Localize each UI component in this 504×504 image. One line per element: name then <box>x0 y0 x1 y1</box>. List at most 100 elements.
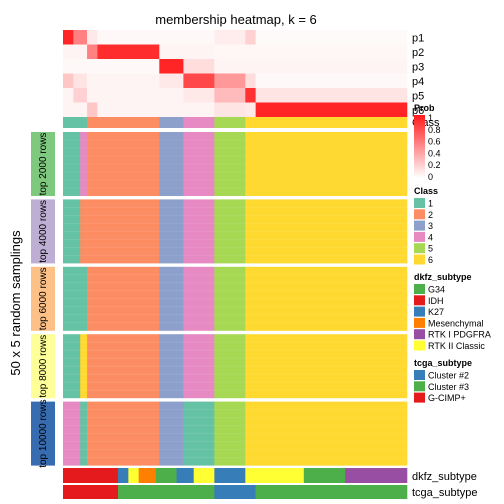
dkfz-legend-swatch <box>414 317 425 328</box>
prob-legend-tick: 0.4 <box>428 148 441 158</box>
tcga-legend-swatch <box>414 392 425 403</box>
class-legend-label: 4 <box>428 232 433 242</box>
dkfz-bar-segment <box>155 468 177 483</box>
tcga-legend-title: tcga_subtype <box>414 358 472 368</box>
prob-cell-p4 <box>159 73 184 89</box>
membership-cell <box>63 266 81 331</box>
prob-cell-p2 <box>159 44 215 60</box>
membership-cell <box>80 132 88 196</box>
prob-row-label: p4 <box>412 76 424 88</box>
prob-legend-title: Prob <box>414 103 435 113</box>
tcga-legend-label: Cluster #3 <box>428 382 469 392</box>
prob-row-label: p5 <box>412 90 424 102</box>
prob-cell-p4 <box>214 73 246 89</box>
class-legend-swatch <box>414 243 425 254</box>
dkfz-row-label: dkfz_subtype <box>412 471 477 483</box>
membership-cell <box>63 199 81 264</box>
class-legend-title: Class <box>414 186 438 196</box>
prob-cell-p6 <box>245 102 256 118</box>
class-legend-label: 3 <box>428 221 433 231</box>
dkfz-bar-segment <box>176 468 195 483</box>
membership-cell <box>183 334 215 399</box>
dkfz-legend-label: Mesenchymal <box>428 318 484 328</box>
prob-cell-p1 <box>255 30 408 45</box>
consensus-prob-heatmap: p1 p2 p3 p4 p5 p6 <box>63 30 424 118</box>
prob-cell-p4 <box>63 73 74 89</box>
membership-cell <box>63 334 81 399</box>
prob-cell-p1 <box>214 30 246 45</box>
dkfz-legend-swatch <box>414 306 425 317</box>
membership-cell <box>183 266 215 331</box>
dkfz-bar-segment <box>63 468 119 483</box>
prob-cell-p1 <box>245 30 256 45</box>
dkfz-legend-swatch <box>414 284 425 294</box>
prob-cell-p1 <box>97 30 215 45</box>
membership-cell <box>214 132 246 196</box>
group-label: top 2000 rows <box>38 133 49 196</box>
prob-cell-p1 <box>87 30 98 45</box>
prob-row-label: p1 <box>412 32 424 44</box>
membership-cell <box>80 334 88 399</box>
membership-cell <box>214 401 246 466</box>
dkfz-legend-swatch <box>414 329 425 340</box>
membership-cell <box>87 334 160 399</box>
class-legend-label: 5 <box>428 244 433 254</box>
prob-cell-p5 <box>63 88 74 103</box>
membership-cell <box>183 199 215 264</box>
tcga-bar-segment <box>255 485 408 499</box>
subtype-annotation-bars: dkfz_subtype tcga_subtype <box>63 468 477 499</box>
prob-cell-p5 <box>73 88 88 103</box>
group-strip <box>31 334 55 399</box>
membership-cell <box>214 199 246 264</box>
membership-cell <box>214 334 246 399</box>
group-strip <box>31 401 55 466</box>
group-label: top 6000 rows <box>38 267 49 330</box>
prob-legend-tick: 0.6 <box>428 137 441 147</box>
prob-legend-gradient <box>414 115 425 178</box>
prob-cell-p6 <box>255 102 408 118</box>
dkfz-legend-swatch <box>414 295 425 306</box>
membership-cell <box>245 401 408 466</box>
dkfz-legend-label: G34 <box>428 285 445 295</box>
dkfz-legend-label: IDH <box>428 296 444 306</box>
prob-cell-p3 <box>183 59 215 74</box>
group-label: top 8000 rows <box>38 335 49 398</box>
prob-cell-p1 <box>63 30 74 45</box>
group-strip <box>31 199 55 264</box>
class-bar-segment <box>183 117 215 128</box>
dkfz-bar-segment <box>193 468 215 483</box>
prob-row-label: p2 <box>412 47 424 59</box>
membership-cell <box>183 132 215 196</box>
prob-cell-p4 <box>73 73 88 89</box>
membership-cell <box>245 334 408 399</box>
class-legend-label: 6 <box>428 255 433 265</box>
class-legend-swatch <box>414 231 425 242</box>
membership-cell <box>87 401 160 466</box>
y-axis-title: 50 x 5 random samplings <box>8 230 23 376</box>
dkfz-legend-title: dkfz_subtype <box>414 272 472 282</box>
group-strip <box>31 266 55 331</box>
prob-cell-p3 <box>63 59 160 74</box>
membership-cell <box>63 132 81 196</box>
tcga-bar-segment <box>118 485 215 499</box>
prob-cell-p5 <box>214 88 246 103</box>
prob-cell-p2 <box>87 44 98 60</box>
membership-cell <box>63 401 81 466</box>
membership-cell <box>80 266 88 331</box>
prob-cell-p4 <box>87 73 160 89</box>
class-bar-segment <box>159 117 184 128</box>
dkfz-bar-segment <box>214 468 246 483</box>
class-annotation-bar: Class <box>63 117 440 129</box>
dkfz-bar-segment <box>303 468 346 483</box>
membership-cell <box>214 266 246 331</box>
legends: Prob10.80.60.40.20Class123456dkfz_subtyp… <box>414 103 491 403</box>
prob-cell-p6 <box>63 102 88 118</box>
membership-cell <box>80 199 88 264</box>
membership-cell <box>159 334 184 399</box>
class-legend-swatch <box>414 254 425 265</box>
membership-cell <box>159 266 184 331</box>
membership-cell <box>87 266 160 331</box>
dkfz-bar-segment <box>138 468 157 483</box>
class-bar-segment <box>87 117 160 128</box>
